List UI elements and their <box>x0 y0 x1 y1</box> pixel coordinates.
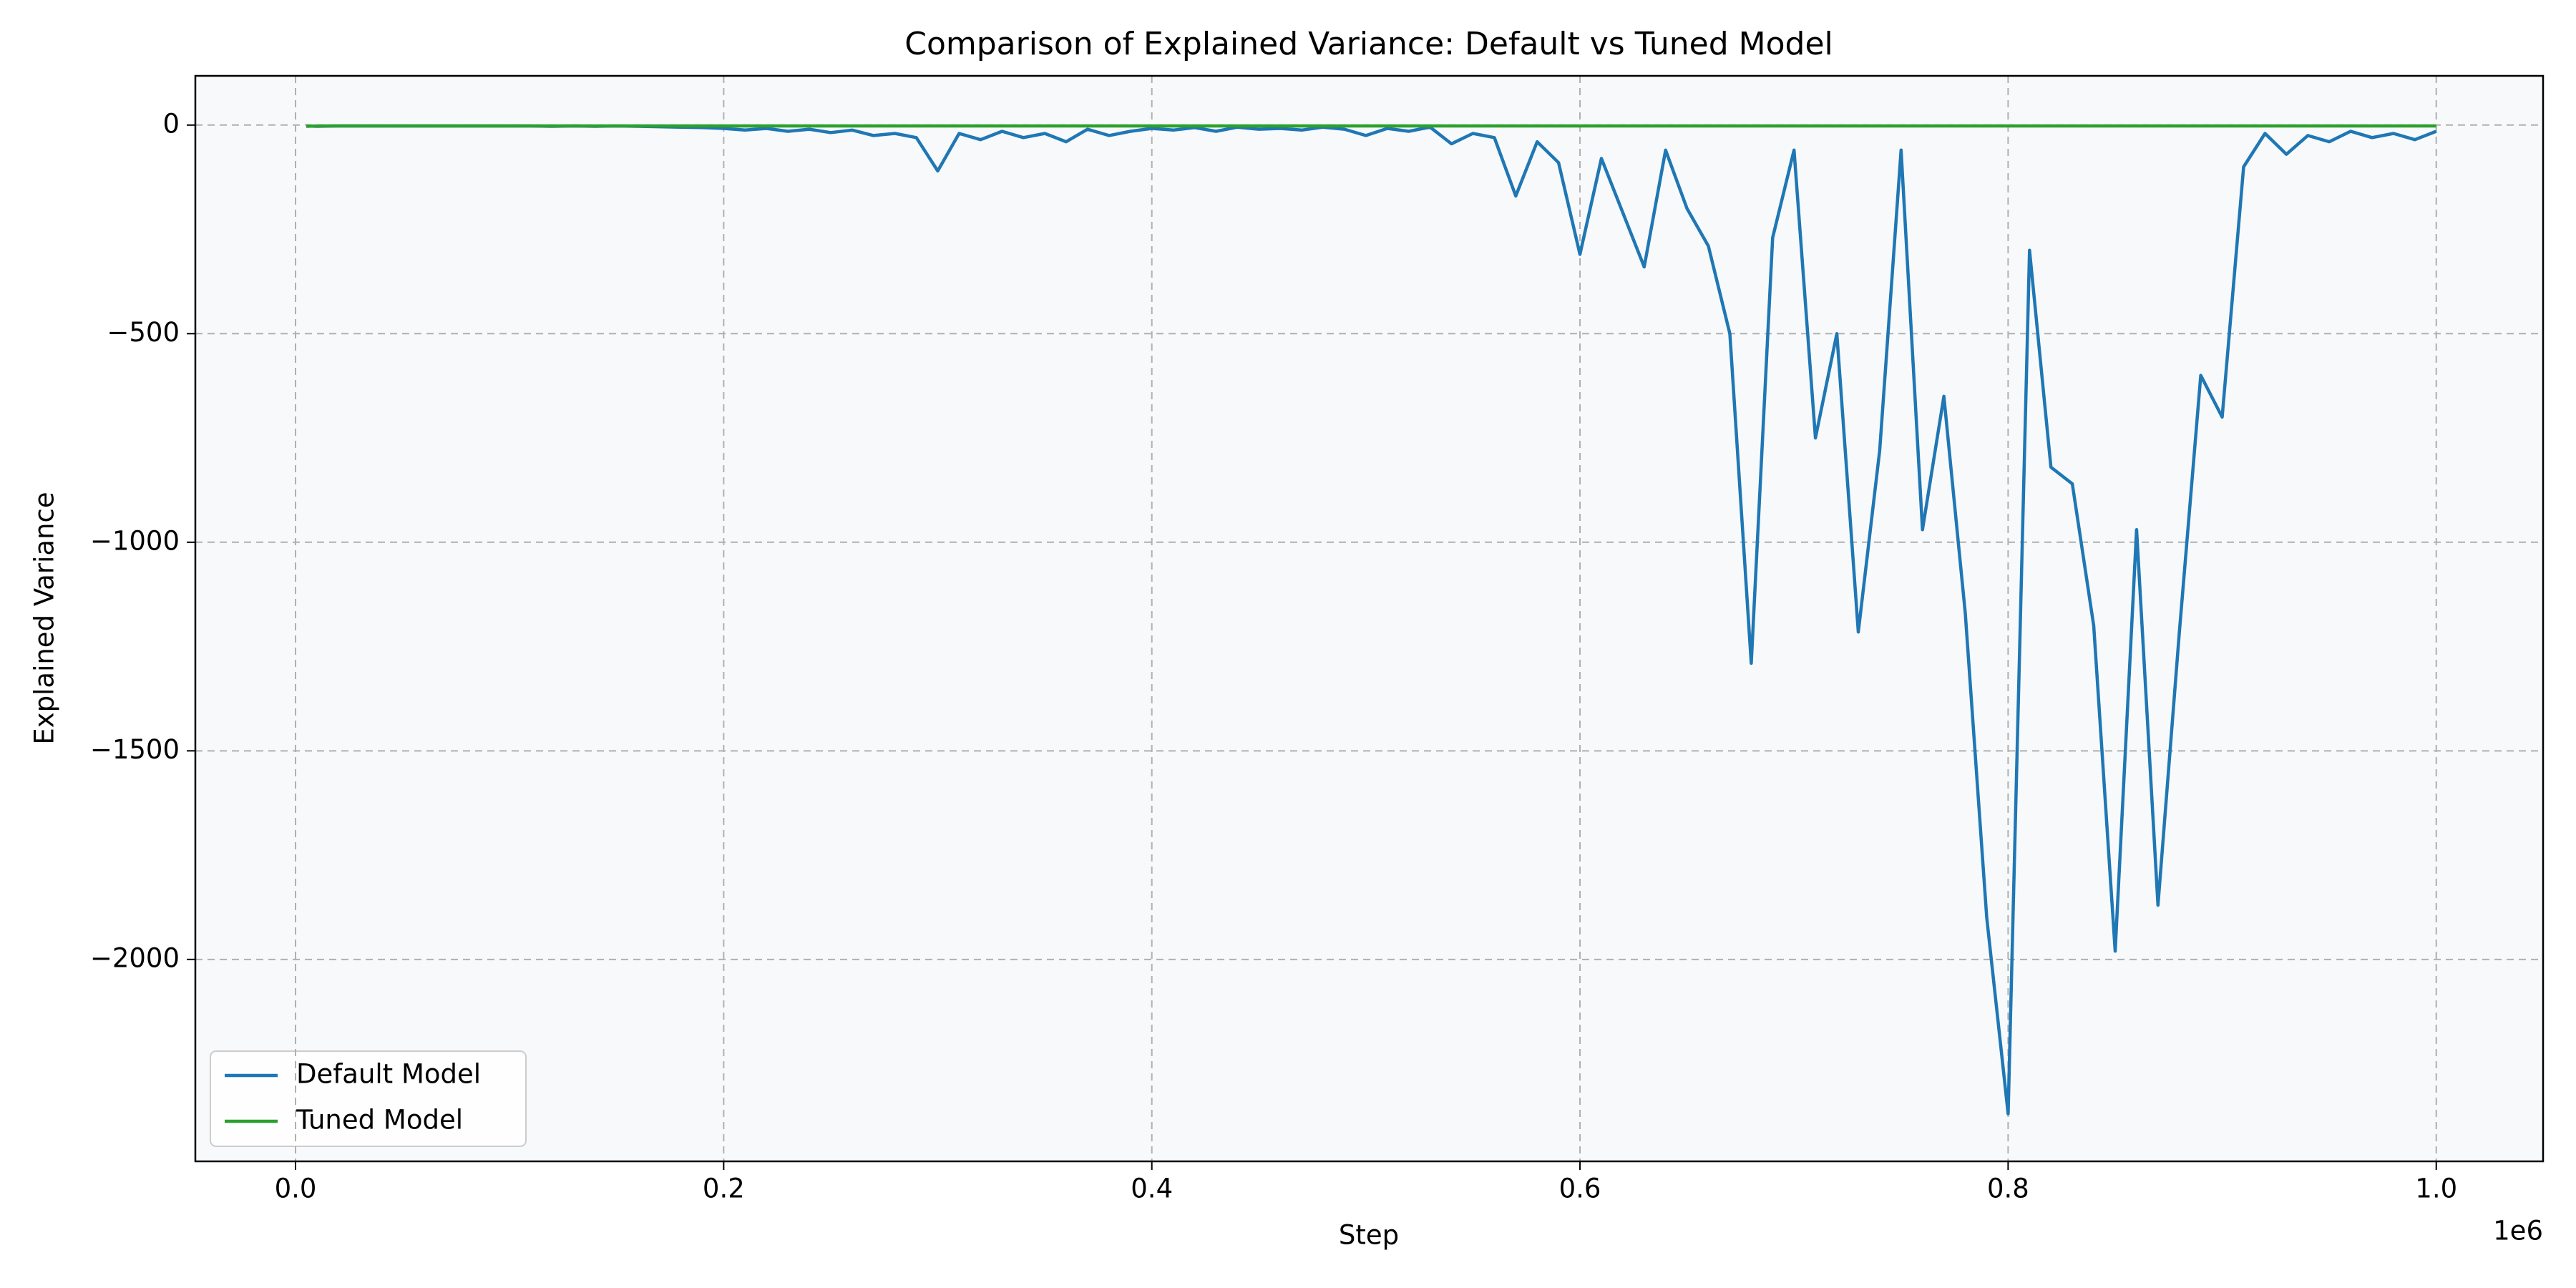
y-tick-label: −500 <box>107 317 180 348</box>
legend-box <box>210 1050 527 1147</box>
legend-label: Tuned Model <box>296 1105 463 1136</box>
chart-title: Comparison of Explained Variance: Defaul… <box>904 26 1833 62</box>
plot-area <box>195 76 2543 1161</box>
x-tick-label: 0.0 <box>275 1174 317 1204</box>
y-tick-label: −2000 <box>90 942 180 973</box>
y-tick-label: −1000 <box>90 525 180 556</box>
plot-frame <box>194 74 2545 1163</box>
y-axis-label: Explained Variance <box>29 492 60 744</box>
x-tick-label: 0.4 <box>1131 1174 1173 1204</box>
x-tick-label: 0.2 <box>703 1174 745 1204</box>
y-tick-label: 0 <box>162 108 180 139</box>
x-axis-label: Step <box>1339 1220 1399 1251</box>
x-tick-label: 0.6 <box>1559 1174 1601 1204</box>
x-offset-label: 1e6 <box>2493 1216 2543 1246</box>
legend-label: Default Model <box>296 1059 481 1090</box>
x-tick-label: 1.0 <box>2415 1174 2457 1204</box>
y-tick-label: −1500 <box>90 734 180 765</box>
series-line <box>306 124 2436 128</box>
x-tick-label: 0.8 <box>1987 1174 2029 1204</box>
legend: Default Model Tuned Model <box>210 1050 527 1147</box>
